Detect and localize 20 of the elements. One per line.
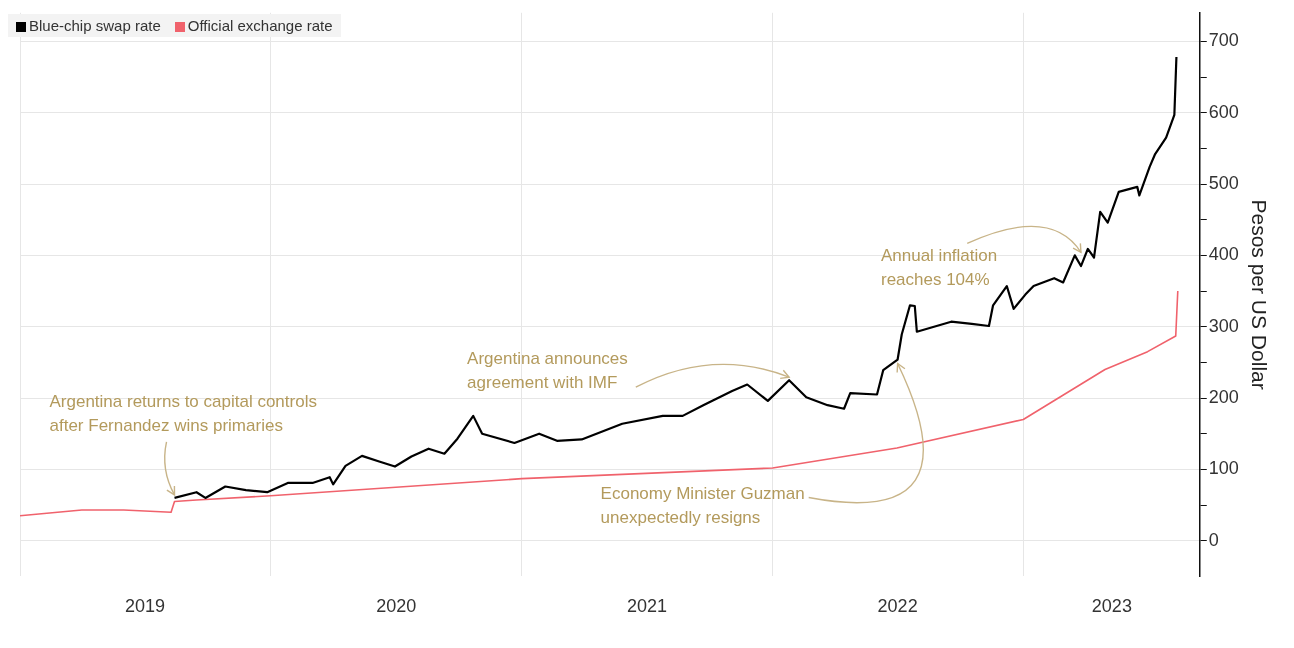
annotation: Argentina announces agreement with IMF [467, 349, 628, 393]
legend-label: Blue-chip swap rate [28, 17, 161, 34]
annotation: Argentina returns to capital controls after Fernandez wins primaries [49, 392, 317, 436]
x-tick-label: 2020 [376, 596, 417, 617]
annotation: Economy Minister Guzman unexpectedly resigns [600, 483, 805, 527]
x-tick-label: 2021 [626, 596, 667, 617]
y-tick-label: 200 [1208, 387, 1239, 408]
y-tick-label: 100 [1208, 458, 1239, 479]
x-tick-label: 2022 [877, 596, 918, 617]
y-axis-title: Pesos per US Dollar [1247, 199, 1271, 390]
x-tick-label: 2019 [124, 596, 165, 617]
annotation: Annual inflation reaches 104% [880, 245, 998, 289]
y-tick-label: 0 [1208, 529, 1219, 550]
y-tick-label: 300 [1208, 315, 1239, 336]
y-tick-label: 400 [1208, 244, 1239, 265]
x-tick-label: 2023 [1091, 596, 1132, 617]
y-tick-label: 500 [1208, 172, 1239, 193]
legend-label: Official exchange rate [186, 17, 333, 34]
y-tick-label: 700 [1208, 30, 1239, 51]
y-tick-label: 600 [1208, 101, 1239, 122]
